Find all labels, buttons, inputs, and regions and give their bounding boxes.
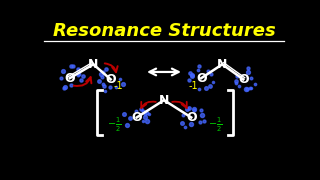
- Text: O: O: [132, 111, 142, 124]
- Text: N: N: [217, 58, 228, 71]
- Text: O: O: [64, 72, 75, 85]
- Text: O: O: [105, 73, 116, 86]
- Text: $-\mathregular{\frac{1}{2}}$: $-\mathregular{\frac{1}{2}}$: [208, 115, 222, 134]
- Text: O: O: [196, 72, 206, 85]
- Text: O: O: [238, 73, 249, 86]
- Text: $-\mathregular{\frac{1}{2}}$: $-\mathregular{\frac{1}{2}}$: [107, 115, 122, 134]
- Text: N: N: [88, 58, 99, 71]
- Text: -1: -1: [189, 81, 199, 91]
- Text: -1: -1: [113, 81, 123, 91]
- Text: O: O: [186, 111, 196, 124]
- Text: Resonance Structures: Resonance Structures: [52, 22, 276, 40]
- Text: N: N: [159, 94, 169, 107]
